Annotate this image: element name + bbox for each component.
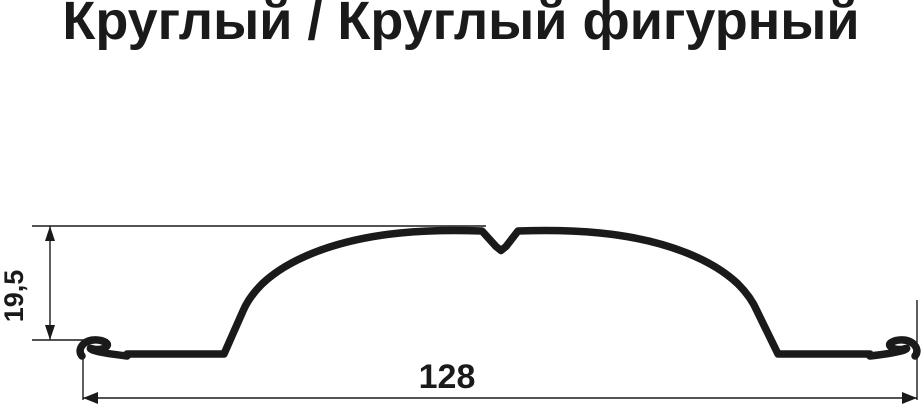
svg-text:128: 128 [419, 358, 476, 396]
